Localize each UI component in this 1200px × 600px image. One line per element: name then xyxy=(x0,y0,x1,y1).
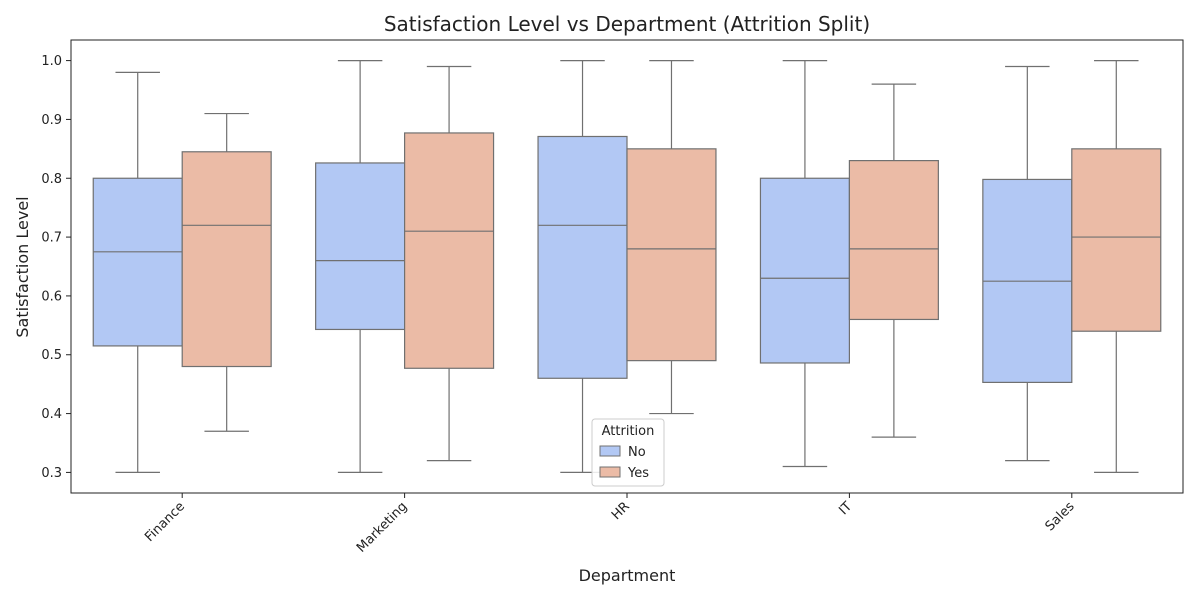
y-tick-label: 1.0 xyxy=(41,54,62,69)
iqr-box xyxy=(537,135,628,379)
box-sales-yes xyxy=(1071,59,1162,474)
y-tick-label: 0.4 xyxy=(41,407,62,422)
y-tick-label: 0.3 xyxy=(41,466,62,481)
legend-title: Attrition xyxy=(602,424,655,439)
plot-area: 0.3 0.4 0.5 0.6 0.7 0.8 0.9 1.0 Finance Marketing… xyxy=(41,39,1184,556)
box-hr-no xyxy=(537,59,628,474)
iqr-box xyxy=(92,177,183,347)
iqr-box xyxy=(759,177,851,364)
box-hr-yes xyxy=(626,59,717,415)
box-it-no xyxy=(759,59,851,468)
box-it-yes xyxy=(848,83,939,438)
legend-swatch-yes xyxy=(599,466,621,478)
iqr-box xyxy=(404,132,495,369)
x-tick-label: Finance xyxy=(142,499,188,545)
iqr-box xyxy=(181,151,272,368)
legend-label-yes: Yes xyxy=(627,466,649,481)
box-finance-no xyxy=(92,71,183,474)
x-tick-label: HR xyxy=(609,499,633,523)
x-tick-label: Sales xyxy=(1043,499,1078,534)
iqr-box xyxy=(626,148,717,362)
y-tick-label: 0.9 xyxy=(41,113,62,128)
y-axis-label: Satisfaction Level xyxy=(13,196,32,337)
box-sales-no xyxy=(982,65,1073,462)
iqr-box xyxy=(1071,148,1162,332)
y-tick-label: 0.7 xyxy=(41,231,62,246)
y-tick-label: 0.8 xyxy=(41,172,62,187)
y-tick-label: 0.6 xyxy=(41,289,62,304)
x-axis-label: Department xyxy=(579,566,676,585)
box-finance-yes xyxy=(181,112,272,432)
box-marketing-yes xyxy=(404,65,495,462)
iqr-box xyxy=(315,162,406,331)
legend: Attrition No Yes xyxy=(591,418,665,487)
x-tick-label: IT xyxy=(836,499,855,518)
legend-label-no: No xyxy=(628,445,646,460)
legend-swatch-no xyxy=(599,445,621,457)
y-tick-label: 0.5 xyxy=(41,348,62,363)
iqr-box xyxy=(848,160,939,321)
chart-title: Satisfaction Level vs Department (Attrit… xyxy=(384,12,870,36)
x-tick-label: Marketing xyxy=(354,499,410,555)
box-marketing-no xyxy=(315,59,406,474)
